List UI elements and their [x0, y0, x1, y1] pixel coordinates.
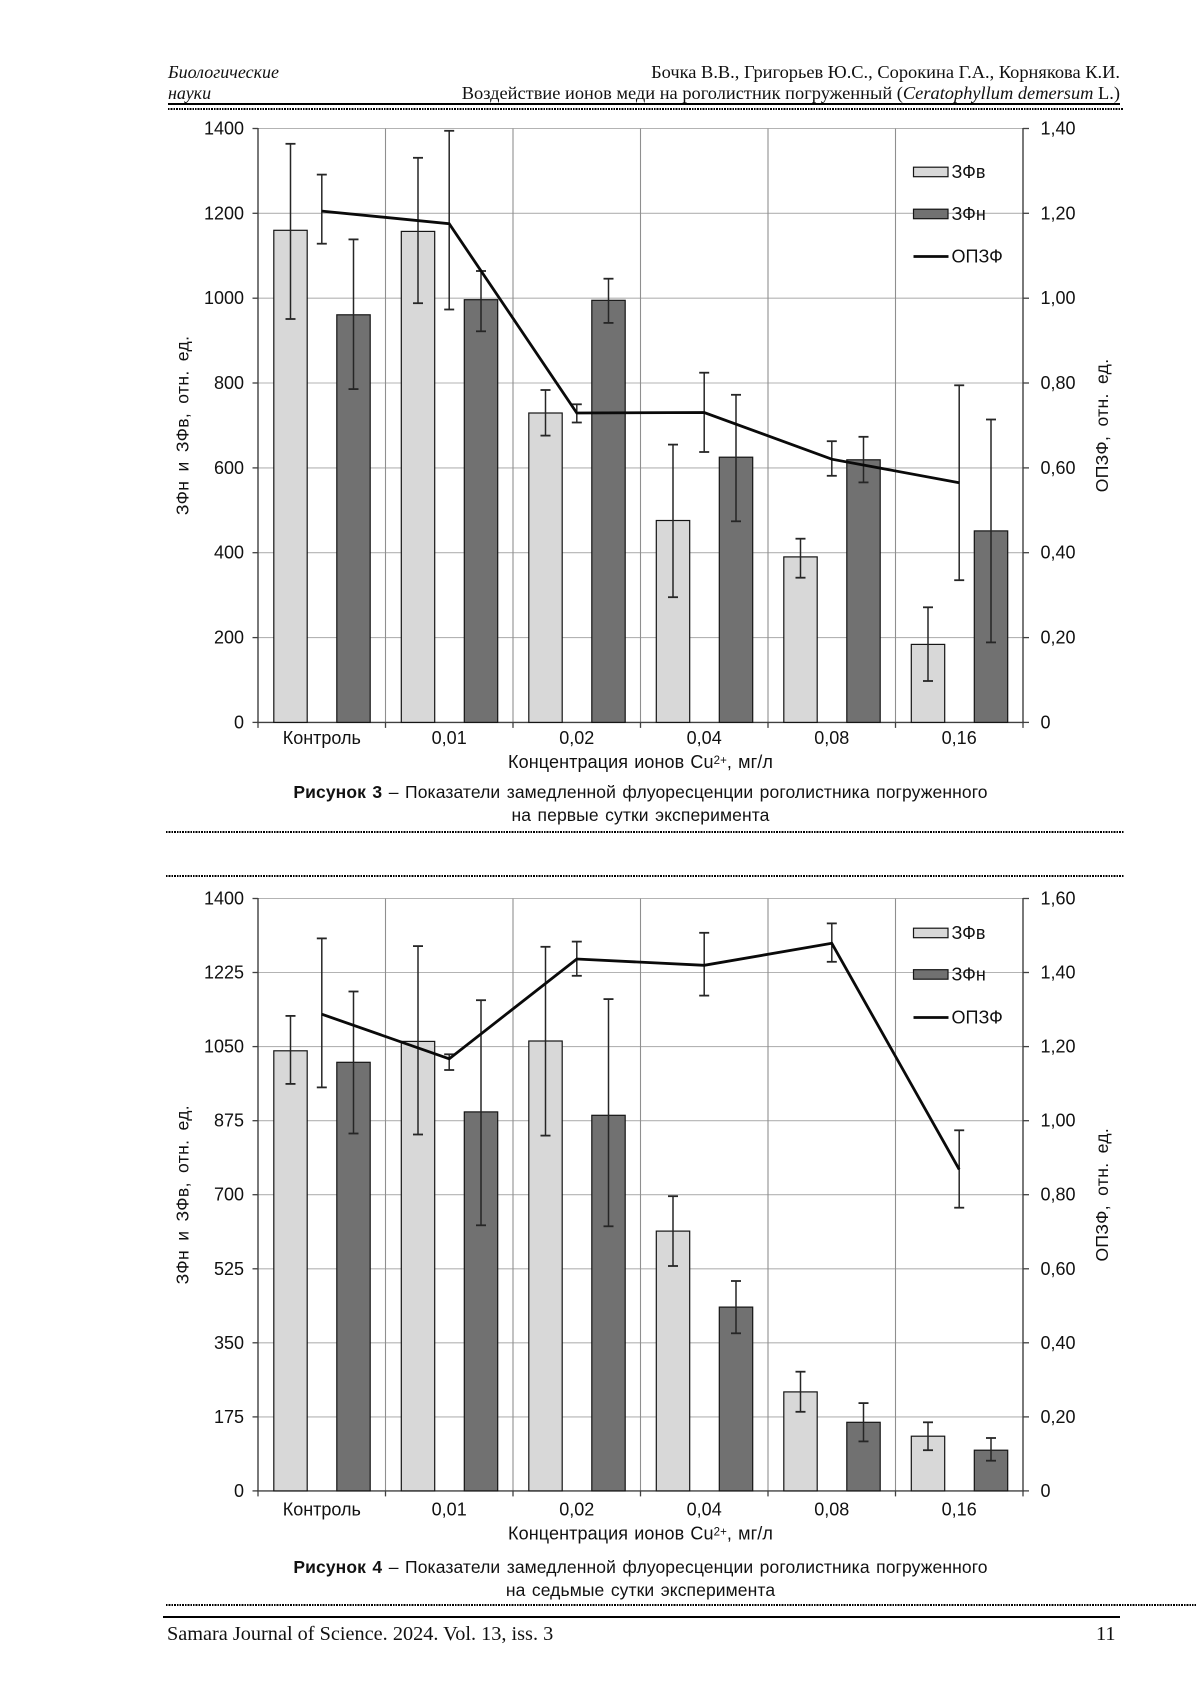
svg-text:0: 0 [234, 712, 244, 732]
svg-text:1000: 1000 [204, 288, 244, 308]
svg-text:Контроль: Контроль [283, 728, 361, 748]
svg-text:ОПЗФ: ОПЗФ [952, 247, 1003, 267]
svg-text:1,00: 1,00 [1041, 1111, 1076, 1131]
svg-text:1400: 1400 [204, 119, 244, 139]
svg-text:1,40: 1,40 [1041, 119, 1076, 139]
svg-text:175: 175 [214, 1407, 244, 1427]
svg-text:Контроль: Контроль [283, 1499, 361, 1519]
svg-text:ОПЗФ, отн. ед.: ОПЗФ, отн. ед. [1092, 1128, 1112, 1262]
svg-text:1,20: 1,20 [1041, 203, 1076, 223]
svg-text:0,40: 0,40 [1041, 543, 1076, 563]
svg-text:875: 875 [214, 1111, 244, 1131]
svg-text:0,08: 0,08 [814, 1499, 849, 1519]
svg-text:0,01: 0,01 [432, 728, 467, 748]
svg-text:0,60: 0,60 [1041, 1259, 1076, 1279]
svg-text:525: 525 [214, 1259, 244, 1279]
svg-text:0,40: 0,40 [1041, 1333, 1076, 1353]
svg-text:ЗФн и ЗФв, отн. ед.: ЗФн и ЗФв, отн. ед. [173, 336, 193, 515]
svg-text:1400: 1400 [204, 889, 244, 909]
svg-text:0,60: 0,60 [1041, 458, 1076, 478]
svg-text:0,04: 0,04 [687, 1499, 722, 1519]
svg-text:1050: 1050 [204, 1037, 244, 1057]
svg-text:0,80: 0,80 [1041, 373, 1076, 393]
svg-text:ОПЗФ, отн. ед.: ОПЗФ, отн. ед. [1092, 359, 1112, 493]
svg-text:0,20: 0,20 [1041, 1407, 1076, 1427]
svg-text:350: 350 [214, 1333, 244, 1353]
svg-text:1225: 1225 [204, 963, 244, 983]
svg-text:0: 0 [1041, 712, 1051, 732]
svg-text:ЗФв: ЗФв [952, 162, 986, 182]
svg-text:1,60: 1,60 [1041, 889, 1076, 909]
svg-text:ЗФн и ЗФв, отн. ед.: ЗФн и ЗФв, отн. ед. [173, 1105, 193, 1284]
svg-text:ЗФн: ЗФн [952, 204, 986, 224]
svg-text:0: 0 [234, 1481, 244, 1501]
svg-text:400: 400 [214, 543, 244, 563]
svg-text:600: 600 [214, 458, 244, 478]
svg-text:Концентрация ионов Cu2+, мг/л: Концентрация ионов Cu2+, мг/л [508, 752, 773, 772]
svg-text:Концентрация ионов Cu2+, мг/л: Концентрация ионов Cu2+, мг/л [508, 1523, 773, 1543]
svg-text:0,04: 0,04 [687, 728, 722, 748]
svg-text:1,40: 1,40 [1041, 963, 1076, 983]
svg-text:0,16: 0,16 [942, 1499, 977, 1519]
svg-text:800: 800 [214, 373, 244, 393]
svg-text:1,20: 1,20 [1041, 1037, 1076, 1057]
svg-text:0,02: 0,02 [559, 728, 594, 748]
svg-text:ОПЗФ: ОПЗФ [952, 1008, 1003, 1028]
svg-text:0,20: 0,20 [1041, 628, 1076, 648]
svg-text:1200: 1200 [204, 203, 244, 223]
svg-text:ЗФн: ЗФн [952, 965, 986, 985]
svg-text:0,80: 0,80 [1041, 1185, 1076, 1205]
svg-text:700: 700 [214, 1185, 244, 1205]
svg-text:0,16: 0,16 [942, 728, 977, 748]
svg-text:ЗФв: ЗФв [952, 923, 986, 943]
svg-text:0: 0 [1041, 1481, 1051, 1501]
svg-text:0,01: 0,01 [432, 1499, 467, 1519]
svg-text:1,00: 1,00 [1041, 288, 1076, 308]
svg-text:0,08: 0,08 [814, 728, 849, 748]
svg-text:200: 200 [214, 628, 244, 648]
svg-text:0,02: 0,02 [559, 1499, 594, 1519]
